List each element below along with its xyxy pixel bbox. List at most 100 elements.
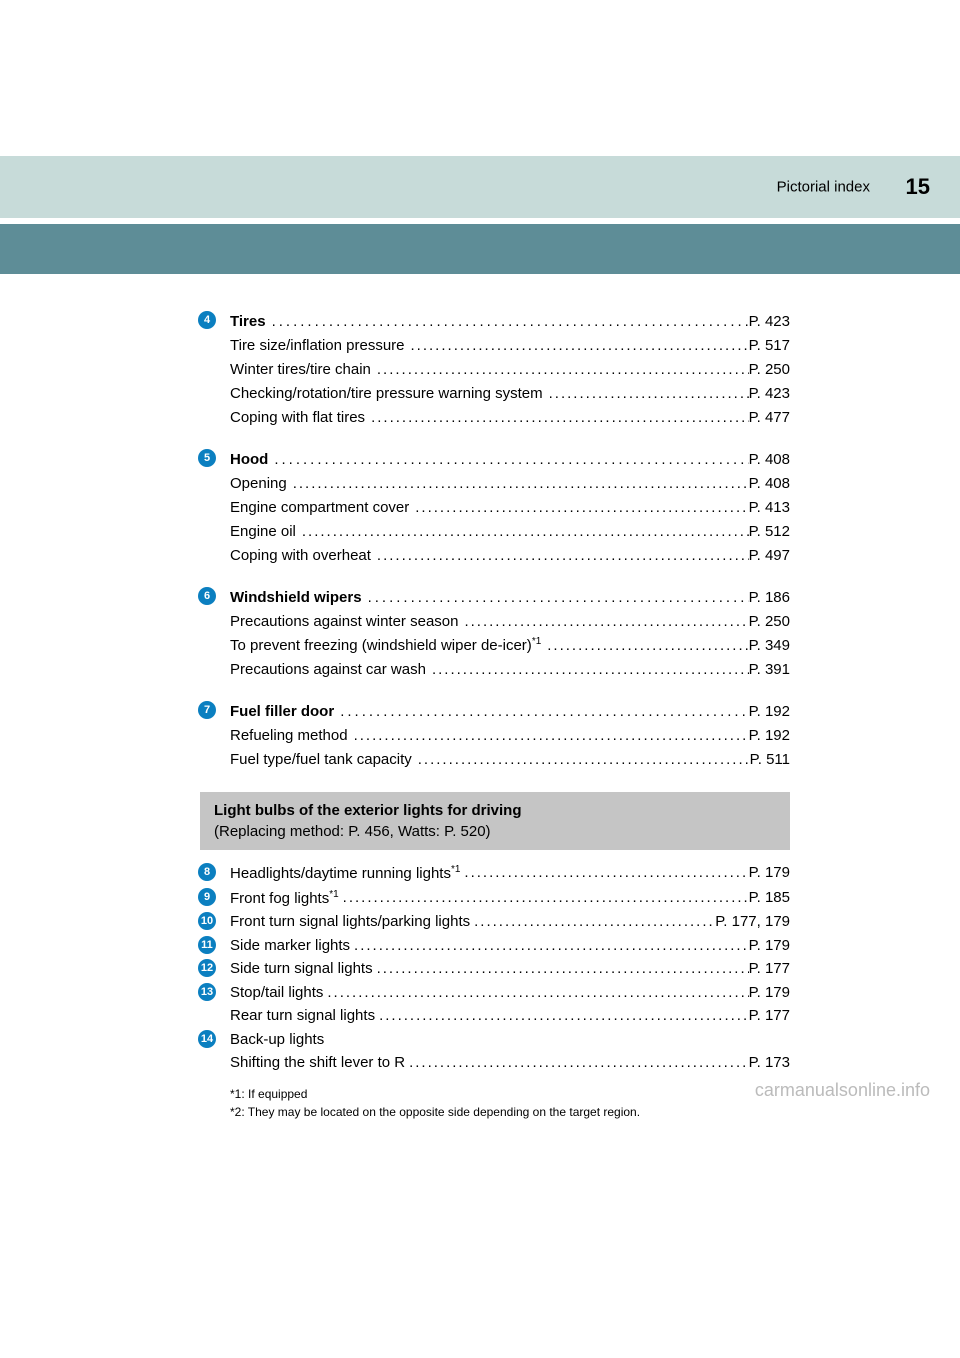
sub-line: Opening P. 408: [230, 472, 790, 496]
dots-leader: [458, 610, 748, 634]
dots-leader: [287, 472, 749, 496]
light-item: 8 Headlights/daytime running lights*1 P.…: [230, 862, 790, 886]
sub-label: Fuel type/fuel tank capacity: [230, 748, 412, 772]
item-label: Windshield wipers: [230, 586, 362, 610]
dots-leader: [365, 406, 749, 430]
dots-leader: [362, 586, 749, 610]
sub-line: Checking/rotation/tire pressure warning …: [230, 382, 790, 406]
sub-label: Opening: [230, 472, 287, 496]
note-box: Light bulbs of the exterior lights for d…: [200, 792, 790, 850]
page-ref: P. 179: [749, 982, 790, 1005]
dots-leader: [268, 448, 748, 472]
page-ref: P. 423: [749, 310, 790, 334]
sub-line: Engine compartment cover P. 413: [230, 496, 790, 520]
dots-leader: [371, 358, 749, 382]
dots-leader: [266, 310, 749, 334]
content-area: 4 Tires P. 423 Tire size/inflation press…: [0, 274, 960, 1121]
dots-leader: [426, 658, 749, 682]
dots-leader: [371, 544, 749, 568]
list-line: Headlights/daytime running lights*1 P. 1…: [230, 862, 790, 886]
note-title: Light bulbs of the exterior lights for d…: [214, 800, 776, 821]
sub-label: Coping with overheat: [230, 544, 371, 568]
section-wipers: 6 Windshield wipers P. 186 Precautions a…: [230, 586, 790, 682]
page-container: Pictorial index 15 4 Tires P. 423 Tire s…: [0, 156, 960, 1121]
sub-label: Coping with flat tires: [230, 406, 365, 430]
circled-number-10: 10: [198, 912, 216, 930]
circled-number-4: 4: [198, 311, 216, 329]
list-line: Front fog lights*1 P. 185: [230, 887, 790, 911]
list-line: Stop/tail lights P. 179: [230, 982, 790, 1005]
list-line: Side turn signal lights P. 177: [230, 958, 790, 981]
main-line: Windshield wipers P. 186: [230, 586, 790, 610]
page-ref: P. 512: [749, 520, 790, 544]
circled-number-9: 9: [198, 888, 216, 906]
sub-line: Winter tires/tire chain P. 250: [230, 358, 790, 382]
page-ref: P. 177, 179: [715, 911, 790, 934]
page-ref: P. 179: [749, 935, 790, 958]
sub-label: Engine compartment cover: [230, 496, 409, 520]
page-ref: P. 192: [749, 724, 790, 748]
sub-line: Coping with flat tires P. 477: [230, 406, 790, 430]
footnote-2: *2: They may be located on the opposite …: [230, 1103, 790, 1121]
sub-line: Precautions against winter season P. 250: [230, 610, 790, 634]
sub-line: Refueling method P. 192: [230, 724, 790, 748]
sub-line: Coping with overheat P. 497: [230, 544, 790, 568]
light-label: Back-up lights: [230, 1029, 324, 1052]
item-label: Fuel filler door: [230, 700, 334, 724]
list-line: Front turn signal lights/parking lights …: [230, 911, 790, 934]
circled-number-12: 12: [198, 959, 216, 977]
header-band-light: Pictorial index 15: [0, 156, 960, 218]
header-band-dark: [0, 224, 960, 274]
dots-leader: [409, 496, 748, 520]
page-ref: P. 413: [749, 496, 790, 520]
circled-number-13: 13: [198, 983, 216, 1001]
light-item: 12 Side turn signal lights P. 177: [230, 958, 790, 981]
section-hood: 5 Hood P. 408 Opening P. 408 Engine comp…: [230, 448, 790, 568]
light-label: Side turn signal lights: [230, 958, 373, 981]
page-ref: P. 185: [749, 887, 790, 911]
note-subtitle: (Replacing method: P. 456, Watts: P. 520…: [214, 821, 776, 842]
main-line: Fuel filler door P. 192: [230, 700, 790, 724]
light-item: 11 Side marker lights P. 179: [230, 935, 790, 958]
main-line: Tires P. 423: [230, 310, 790, 334]
dots-leader: [460, 862, 748, 886]
light-item: 10 Front turn signal lights/parking ligh…: [230, 911, 790, 934]
page-ref: P. 517: [749, 334, 790, 358]
light-label: Stop/tail lights: [230, 982, 323, 1005]
sub-line: Engine oil P. 512: [230, 520, 790, 544]
circled-number-11: 11: [198, 936, 216, 954]
section-tires: 4 Tires P. 423 Tire size/inflation press…: [230, 310, 790, 430]
sub-line: Fuel type/fuel tank capacity P. 511: [230, 748, 790, 772]
light-label: Front fog lights*1: [230, 887, 339, 911]
page-ref: P. 349: [749, 634, 790, 658]
item-label: Hood: [230, 448, 268, 472]
light-item-indent: Shifting the shift lever to R P. 173: [230, 1052, 790, 1075]
light-label: Side marker lights: [230, 935, 350, 958]
circled-number-7: 7: [198, 701, 216, 719]
sub-label: Checking/rotation/tire pressure warning …: [230, 382, 543, 406]
watermark: carmanualsonline.info: [755, 1080, 930, 1101]
page-ref: P. 186: [749, 586, 790, 610]
dots-leader: [323, 982, 748, 1005]
dots-leader: [412, 748, 750, 772]
sub-line: Tire size/inflation pressure P. 517: [230, 334, 790, 358]
light-item: 9 Front fog lights*1 P. 185: [230, 887, 790, 911]
footnote-1: *1: If equipped: [230, 1085, 790, 1103]
dots-leader: [405, 1052, 748, 1075]
dots-leader: [470, 911, 715, 934]
sub-label: Winter tires/tire chain: [230, 358, 371, 382]
circled-number-5: 5: [198, 449, 216, 467]
sub-label: Precautions against car wash: [230, 658, 426, 682]
sub-line: To prevent freezing (windshield wiper de…: [230, 634, 790, 658]
page-ref: P. 408: [749, 472, 790, 496]
page-ref: P. 511: [750, 748, 790, 772]
light-item: 14 Back-up lights: [230, 1029, 790, 1052]
list-line: Shifting the shift lever to R P. 173: [230, 1052, 790, 1075]
dots-leader: [543, 382, 749, 406]
sub-label: Tire size/inflation pressure: [230, 334, 405, 358]
main-line: Hood P. 408: [230, 448, 790, 472]
dots-leader: [405, 334, 749, 358]
page-title: Pictorial index: [777, 179, 870, 196]
item-label: Tires: [230, 310, 266, 334]
page-ref: P. 250: [749, 358, 790, 382]
